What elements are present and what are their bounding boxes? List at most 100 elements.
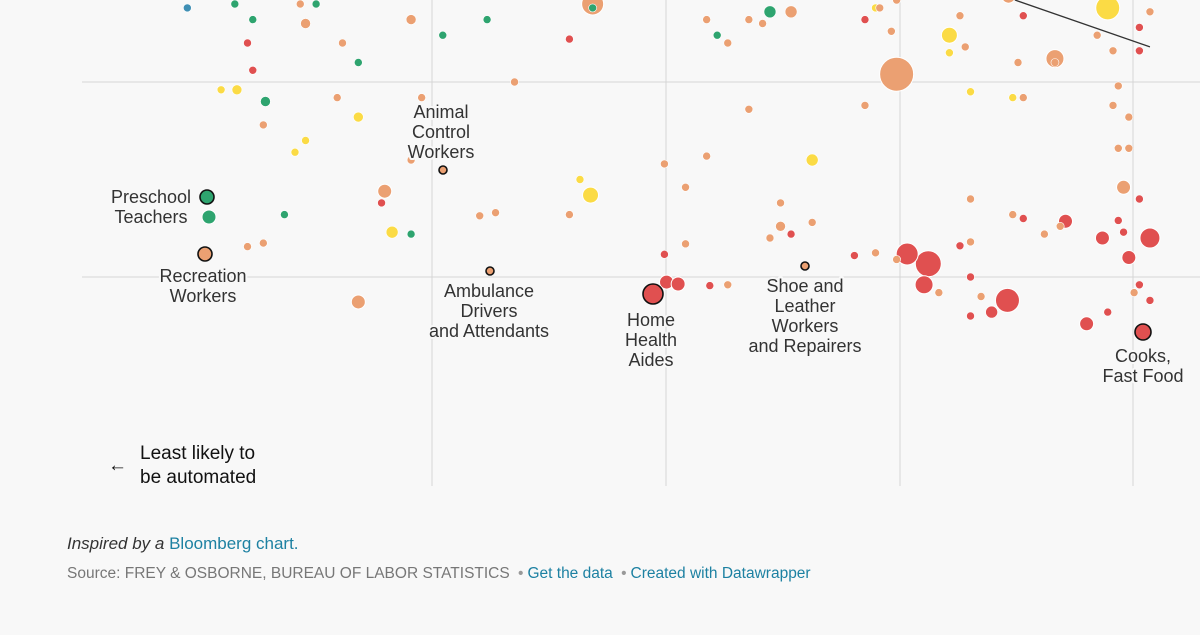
data-point bbox=[377, 183, 393, 199]
point-label: Cooks, Fast Food bbox=[1102, 346, 1183, 386]
point-label-line: Control bbox=[412, 122, 470, 142]
data-point bbox=[510, 77, 519, 87]
data-point bbox=[1124, 112, 1134, 122]
data-point bbox=[350, 294, 366, 310]
data-point bbox=[887, 26, 896, 36]
data-point bbox=[1108, 101, 1118, 110]
data-point bbox=[1079, 316, 1095, 332]
data-point bbox=[1018, 11, 1028, 20]
data-point bbox=[955, 11, 965, 20]
data-point bbox=[290, 147, 300, 157]
data-point bbox=[758, 19, 767, 28]
point-label-line: Cooks, bbox=[1115, 346, 1171, 366]
data-points bbox=[183, 0, 1161, 332]
data-point bbox=[934, 288, 944, 297]
automation-hint: ← Least likely to be automated bbox=[108, 443, 256, 488]
data-point bbox=[860, 101, 870, 110]
data-point bbox=[183, 3, 192, 13]
point-label-line: Workers bbox=[772, 316, 839, 336]
data-point bbox=[966, 272, 975, 282]
hint-line-1: Least likely to bbox=[140, 443, 255, 464]
highlighted-points bbox=[197, 165, 1152, 341]
data-point bbox=[723, 38, 733, 48]
point-label-line: Fast Food bbox=[1102, 366, 1183, 386]
data-point bbox=[705, 281, 715, 290]
data-point bbox=[1116, 179, 1132, 195]
data-point bbox=[976, 292, 986, 301]
datawrapper-link[interactable]: Created with Datawrapper bbox=[630, 565, 811, 582]
data-point bbox=[1135, 46, 1144, 56]
highlighted-point bbox=[197, 246, 213, 262]
get-data-link[interactable]: Get the data bbox=[527, 565, 613, 582]
data-point bbox=[1040, 229, 1049, 239]
data-point bbox=[405, 14, 417, 25]
data-point bbox=[660, 250, 669, 259]
data-point bbox=[966, 194, 975, 204]
hint-line-2: be automated bbox=[140, 467, 256, 488]
data-point bbox=[1008, 210, 1018, 219]
data-point bbox=[243, 242, 252, 251]
data-point bbox=[1124, 144, 1134, 153]
point-label-line: Aides bbox=[628, 350, 673, 370]
data-point bbox=[353, 111, 364, 123]
data-point bbox=[966, 87, 975, 97]
highlighted-point bbox=[199, 189, 215, 205]
data-point bbox=[985, 305, 998, 319]
data-point bbox=[248, 15, 258, 24]
inspired-prefix: Inspired by a bbox=[67, 534, 165, 553]
highlighted-point bbox=[800, 261, 810, 271]
data-point bbox=[744, 15, 754, 24]
data-point bbox=[311, 0, 321, 9]
point-label: Recreation Workers bbox=[159, 266, 246, 306]
point-label-line: Health bbox=[625, 330, 677, 350]
data-point bbox=[966, 311, 975, 321]
data-point bbox=[879, 56, 915, 92]
data-point bbox=[301, 136, 310, 145]
data-point bbox=[786, 229, 796, 239]
data-point bbox=[994, 287, 1020, 313]
data-point bbox=[807, 218, 817, 227]
data-point bbox=[231, 84, 243, 96]
point-label: Shoe and Leather Workers and Repairers bbox=[748, 276, 861, 356]
trend-line bbox=[1012, 0, 1151, 48]
trend-line-group bbox=[1012, 0, 1151, 48]
point-label-line: Workers bbox=[408, 142, 475, 162]
data-point bbox=[875, 3, 885, 13]
data-point bbox=[1103, 307, 1113, 317]
bloomberg-link[interactable]: Bloomberg chart. bbox=[169, 534, 299, 553]
data-point bbox=[230, 0, 240, 9]
data-point bbox=[871, 248, 880, 258]
data-point bbox=[1018, 214, 1028, 223]
data-point bbox=[850, 251, 859, 260]
highlighted-point bbox=[1134, 323, 1152, 341]
data-point bbox=[259, 238, 268, 248]
point-label-line: Teachers bbox=[114, 207, 187, 227]
data-point bbox=[216, 85, 226, 95]
data-point bbox=[1121, 250, 1137, 265]
data-point bbox=[243, 38, 252, 48]
data-point bbox=[1145, 296, 1155, 305]
data-point bbox=[1050, 58, 1060, 67]
data-point bbox=[438, 30, 448, 40]
point-label-line: and Repairers bbox=[748, 336, 861, 356]
point-label-line: Home bbox=[627, 310, 675, 330]
data-point bbox=[914, 250, 942, 278]
data-point bbox=[482, 15, 492, 24]
data-point bbox=[475, 211, 485, 221]
data-point bbox=[670, 276, 686, 292]
data-point bbox=[1139, 227, 1161, 249]
data-point bbox=[1129, 288, 1139, 297]
data-point bbox=[248, 66, 258, 75]
data-point bbox=[1113, 144, 1123, 153]
data-point bbox=[1135, 194, 1144, 204]
data-point bbox=[966, 237, 975, 247]
data-point bbox=[702, 15, 711, 24]
data-point bbox=[201, 209, 217, 225]
data-point bbox=[565, 34, 574, 44]
data-point bbox=[776, 198, 785, 208]
source-text: Source: FREY & OSBORNE, BUREAU OF LABOR … bbox=[67, 565, 510, 582]
inspired-credit: Inspired by a Bloomberg chart. bbox=[67, 534, 1167, 554]
separator: • bbox=[621, 565, 627, 582]
data-point bbox=[892, 0, 901, 5]
